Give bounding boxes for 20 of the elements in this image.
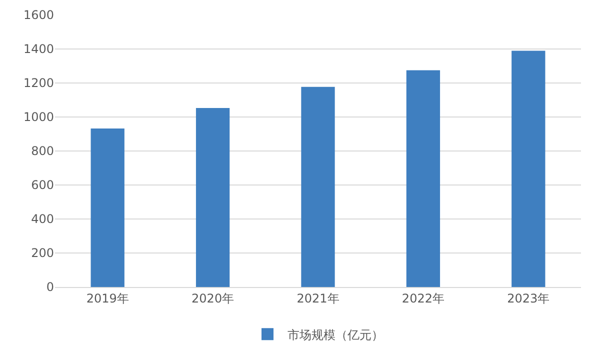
- bar: [406, 70, 440, 287]
- legend-label: 市场规模（亿元）: [288, 328, 384, 342]
- y-tick-label: 200: [31, 246, 54, 260]
- bar: [301, 86, 335, 287]
- y-tick-label: 800: [31, 144, 54, 158]
- x-tick-label: 2021年: [296, 291, 340, 306]
- y-tick-label: 600: [31, 178, 54, 192]
- y-tick-label: 0: [46, 280, 54, 294]
- x-tick-label: 2022年: [402, 291, 444, 306]
- bar: [512, 50, 546, 287]
- y-tick-label: 1600: [23, 8, 54, 22]
- y-tick-label: 400: [31, 212, 54, 226]
- x-tick-label: 2020年: [192, 291, 234, 306]
- y-tick-label: 1400: [23, 42, 54, 56]
- x-tick-label: 2019年: [86, 291, 129, 306]
- bar: [196, 108, 230, 287]
- bar: [90, 128, 124, 287]
- y-tick-label: 1200: [23, 76, 54, 90]
- x-tick-label: 2023年: [507, 291, 550, 306]
- y-tick-label: 1000: [23, 110, 54, 124]
